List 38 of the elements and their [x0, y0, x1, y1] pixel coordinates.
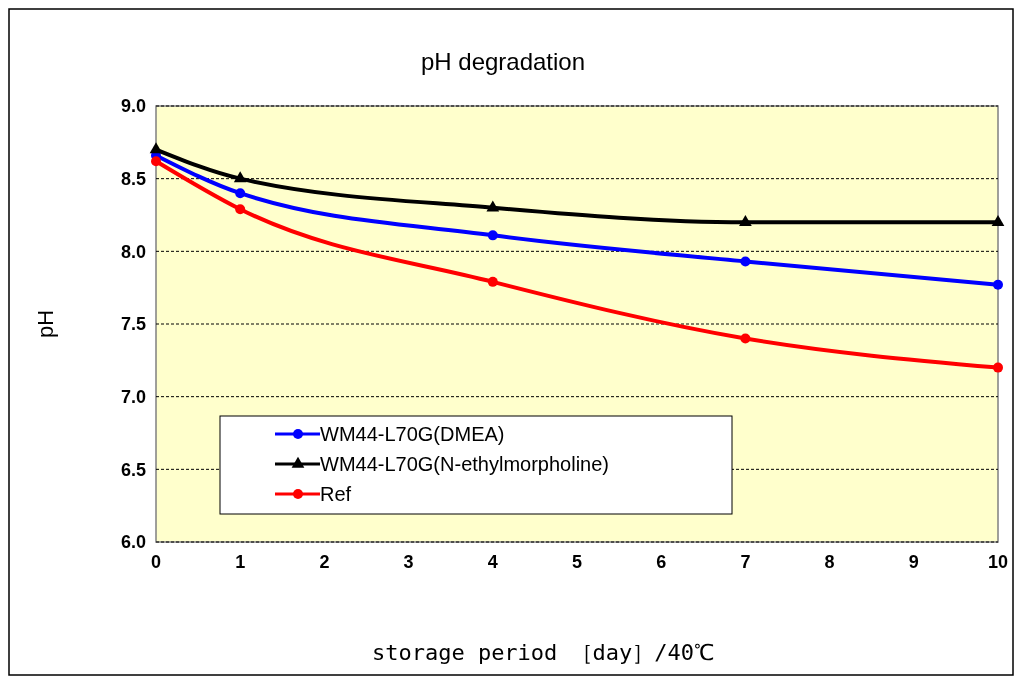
point [991, 214, 1005, 226]
x-tick-label: 6 [656, 552, 667, 572]
y-tick-label: 7.5 [120, 314, 146, 335]
point [151, 156, 161, 167]
y-tick-label: 6.0 [120, 532, 146, 553]
point [235, 188, 246, 199]
x-axis-title: storage period ［day］/40℃ [371, 640, 715, 665]
x-tick-label: 4 [487, 552, 498, 572]
point [993, 362, 1003, 373]
point [487, 276, 498, 287]
x-tick-label: 2 [319, 552, 330, 572]
y-axis-title: pH [33, 309, 58, 339]
y-tick-label: 8.0 [120, 241, 146, 262]
x-tick-label: 0 [150, 552, 162, 572]
point [487, 230, 498, 241]
x-tick-label: 1 [235, 552, 246, 572]
legend-label: WM44-L70G(N-ethylmorpholine) [320, 453, 609, 475]
point [233, 171, 247, 183]
point [235, 204, 246, 215]
y-tick-label: 8.5 [120, 168, 146, 189]
y-tick-label: 6.5 [120, 459, 146, 480]
point [486, 200, 500, 212]
y-tick-label: 9.0 [120, 96, 146, 117]
chart-title: pH degradation [420, 48, 586, 75]
x-tick-label: 7 [740, 552, 751, 572]
point [740, 256, 751, 267]
x-tick-label: 5 [571, 552, 583, 572]
x-tick-label: 10 [987, 552, 1009, 572]
x-tick-label: 9 [908, 552, 919, 572]
y-tick-label: 7.0 [120, 386, 146, 407]
x-tick-label: 3 [403, 552, 414, 572]
point [739, 214, 752, 226]
point [993, 279, 1003, 290]
legend-label: WM44-L70G(DMEA) [320, 423, 505, 445]
legend-label: Ref [320, 483, 352, 505]
x-tick-label: 8 [824, 552, 835, 572]
point [740, 333, 751, 344]
point [149, 142, 163, 154]
